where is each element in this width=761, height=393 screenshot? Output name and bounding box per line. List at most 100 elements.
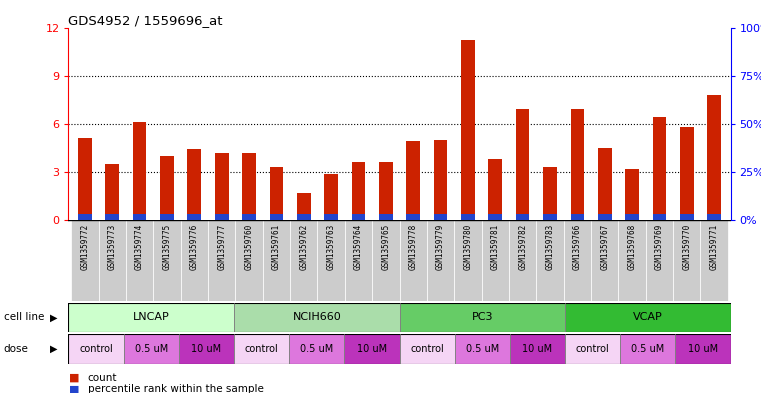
Bar (626, 169, 639, 220)
Bar (215, 214, 228, 220)
Bar (215, 153, 228, 220)
Text: ■: ■ (68, 373, 79, 382)
Bar (571, 214, 584, 220)
Bar (78, 214, 92, 220)
Bar (297, 193, 310, 220)
Bar (379, 162, 393, 220)
Bar (187, 214, 201, 220)
Bar (379, 214, 393, 220)
Text: count: count (88, 373, 117, 382)
Bar (646, 220, 673, 301)
Bar (509, 220, 537, 301)
Bar (406, 214, 420, 220)
Bar (461, 40, 475, 220)
Bar (99, 220, 126, 301)
Bar (160, 156, 174, 220)
Text: GSM1359770: GSM1359770 (683, 224, 691, 270)
Bar (543, 214, 557, 220)
Bar (187, 149, 201, 220)
Bar (297, 214, 310, 220)
Bar (153, 220, 180, 301)
Bar (78, 138, 92, 220)
Text: GSM1359783: GSM1359783 (546, 224, 555, 270)
Bar (352, 162, 365, 220)
Text: NCIH660: NCIH660 (292, 312, 341, 322)
Bar (132, 122, 146, 220)
Text: GSM1359779: GSM1359779 (436, 224, 445, 270)
Bar (516, 214, 530, 220)
Text: GSM1359764: GSM1359764 (354, 224, 363, 270)
Bar (234, 303, 400, 332)
Bar (707, 95, 721, 220)
Text: ▶: ▶ (50, 312, 58, 322)
Bar (242, 153, 256, 220)
Bar (290, 220, 317, 301)
Text: GSM1359774: GSM1359774 (135, 224, 144, 270)
Bar (707, 214, 721, 220)
Bar (489, 159, 502, 220)
Bar (434, 214, 447, 220)
Text: GSM1359781: GSM1359781 (491, 224, 500, 270)
Text: PC3: PC3 (472, 312, 493, 322)
Text: ▶: ▶ (50, 344, 58, 354)
Text: 0.5 uM: 0.5 uM (300, 344, 333, 354)
Text: control: control (576, 344, 610, 354)
Text: 0.5 uM: 0.5 uM (135, 344, 168, 354)
Bar (324, 174, 338, 220)
Bar (565, 334, 620, 364)
Bar (461, 214, 475, 220)
Bar (269, 167, 283, 220)
Bar (406, 141, 420, 220)
Bar (591, 220, 619, 301)
Text: 0.5 uM: 0.5 uM (466, 344, 499, 354)
Bar (352, 214, 365, 220)
Text: GSM1359765: GSM1359765 (381, 224, 390, 270)
Text: control: control (79, 344, 113, 354)
Bar (543, 167, 557, 220)
Bar (598, 148, 612, 220)
Bar (126, 220, 153, 301)
Bar (598, 214, 612, 220)
Bar (400, 220, 427, 301)
Bar (324, 214, 338, 220)
Bar (516, 109, 530, 220)
Text: 10 uM: 10 uM (191, 344, 221, 354)
Text: GSM1359768: GSM1359768 (628, 224, 636, 270)
Bar (263, 220, 290, 301)
Bar (269, 214, 283, 220)
Bar (345, 220, 372, 301)
Bar (454, 220, 482, 301)
Text: GSM1359763: GSM1359763 (326, 224, 336, 270)
Bar (700, 220, 728, 301)
Text: control: control (410, 344, 444, 354)
Text: GSM1359782: GSM1359782 (518, 224, 527, 270)
Bar (454, 334, 510, 364)
Bar (235, 220, 263, 301)
Bar (673, 220, 700, 301)
Bar (208, 220, 235, 301)
Bar (537, 220, 564, 301)
Text: percentile rank within the sample: percentile rank within the sample (88, 384, 263, 393)
Bar (68, 334, 123, 364)
Bar (400, 334, 455, 364)
Text: GSM1359769: GSM1359769 (655, 224, 664, 270)
Bar (510, 334, 565, 364)
Bar (72, 220, 99, 301)
Text: cell line: cell line (4, 312, 44, 322)
Bar (106, 214, 119, 220)
Text: GSM1359778: GSM1359778 (409, 224, 418, 270)
Text: VCAP: VCAP (633, 312, 663, 322)
Text: GSM1359775: GSM1359775 (163, 224, 171, 270)
Bar (400, 303, 565, 332)
Bar (564, 220, 591, 301)
Bar (106, 164, 119, 220)
Text: GSM1359767: GSM1359767 (600, 224, 610, 270)
Bar (680, 127, 693, 220)
Bar (317, 220, 345, 301)
Text: 0.5 uM: 0.5 uM (631, 344, 664, 354)
Text: GSM1359766: GSM1359766 (573, 224, 582, 270)
Text: GSM1359773: GSM1359773 (108, 224, 116, 270)
Text: ■: ■ (68, 384, 79, 393)
Bar (653, 214, 667, 220)
Bar (344, 334, 400, 364)
